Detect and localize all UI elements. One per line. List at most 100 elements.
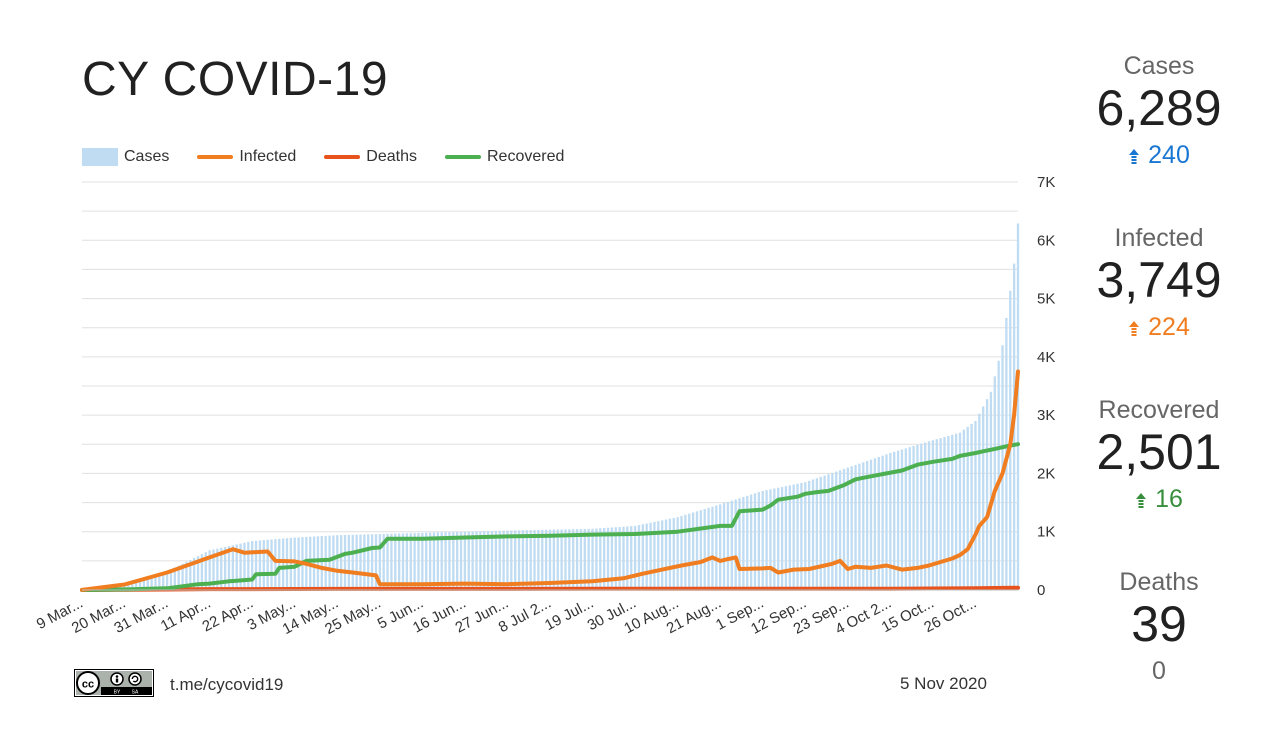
- cases-bar: [281, 538, 285, 590]
- cases-bar: [970, 423, 973, 590]
- cc-license-badge[interactable]: cc BY SA: [74, 669, 154, 697]
- cases-bar: [533, 529, 536, 590]
- cases-bar: [896, 450, 900, 590]
- cases-bar: [757, 492, 761, 590]
- cases-bar: [993, 376, 996, 590]
- arrow-up-icon: [1128, 148, 1140, 164]
- cases-bar: [169, 569, 173, 590]
- cases-bar: [162, 572, 165, 590]
- cases-bar: [865, 460, 869, 590]
- cases-bar: [138, 579, 142, 590]
- cases-bar: [777, 487, 780, 590]
- y-tick-label: 6K: [1037, 232, 1055, 249]
- cases-bar: [258, 540, 262, 590]
- legend-label-infected: Infected: [239, 148, 297, 165]
- cases-bar: [804, 482, 807, 590]
- cases-bar: [185, 561, 188, 590]
- cases-bar: [150, 576, 153, 590]
- cases-bar: [386, 533, 389, 590]
- cases-bar: [262, 540, 265, 590]
- cases-bar: [633, 525, 637, 590]
- cases-bar: [842, 468, 846, 590]
- cases-bar: [726, 501, 730, 590]
- legend-swatch-recovered: [445, 155, 481, 159]
- cases-bar: [838, 470, 842, 590]
- cases-bar: [920, 443, 923, 590]
- cases-bar: [792, 484, 795, 590]
- cases-bar: [154, 574, 157, 590]
- cases-bar: [339, 535, 343, 590]
- cases-bar: [251, 541, 254, 590]
- cases-bar: [599, 528, 602, 590]
- cases-bar: [266, 539, 269, 590]
- cases-bar: [800, 482, 803, 590]
- cases-bar: [328, 535, 331, 590]
- cases-bar: [131, 582, 134, 590]
- cases-bar: [239, 543, 242, 590]
- cases-bar: [769, 489, 772, 590]
- cases-bar: [668, 518, 672, 590]
- cases-bar: [177, 565, 180, 590]
- cases-bar: [831, 472, 834, 590]
- cases-bar: [614, 527, 617, 590]
- cases-bar: [924, 442, 927, 590]
- cases-bar: [684, 514, 687, 590]
- cases-bar: [819, 476, 822, 590]
- cases-bar: [606, 527, 610, 590]
- cases-bar: [347, 534, 351, 590]
- cases-bar: [761, 490, 764, 590]
- stat-deaths-label: Deaths: [1119, 568, 1199, 596]
- cases-bar: [189, 559, 192, 590]
- cases-bar: [854, 464, 857, 590]
- cases-bar: [568, 529, 571, 590]
- cases-bar: [432, 532, 436, 590]
- cases-bar: [502, 530, 505, 590]
- cases-bar: [227, 546, 231, 590]
- legend-item-cases: Cases: [82, 148, 169, 166]
- cases-bar: [1016, 223, 1020, 590]
- cases-bar: [486, 531, 490, 590]
- channel-link[interactable]: t.me/cycovid19: [170, 675, 284, 694]
- stat-deaths: Deaths 39 0: [1080, 568, 1238, 686]
- cases-bar: [529, 530, 532, 590]
- cases-bar: [575, 529, 579, 590]
- cases-bar: [494, 530, 498, 590]
- legend-item-infected: Infected: [197, 148, 296, 166]
- cases-bar: [869, 459, 873, 590]
- arrow-up-icon: [1128, 320, 1140, 336]
- cases-bar: [452, 532, 455, 590]
- stat-deaths-delta-value: 0: [1152, 657, 1166, 685]
- cases-bar: [749, 494, 753, 590]
- cases-bar: [278, 538, 281, 590]
- cases-bar: [649, 522, 652, 590]
- cases-bar: [231, 545, 235, 590]
- cases-bar: [448, 532, 451, 590]
- cases-bar: [517, 530, 521, 590]
- stat-infected: Infected 3,749 224: [1080, 224, 1238, 342]
- cases-bar: [146, 577, 149, 590]
- cases-bar: [254, 540, 258, 590]
- svg-text:cc: cc: [82, 679, 94, 691]
- cases-bar: [506, 530, 509, 590]
- legend-swatch-deaths: [324, 155, 361, 159]
- cases-bar: [173, 567, 176, 590]
- cases-bar: [742, 497, 745, 590]
- cases-bar: [985, 399, 989, 590]
- legend-label-deaths: Deaths: [366, 148, 417, 165]
- stat-infected-delta-value: 224: [1148, 313, 1190, 341]
- cases-bar: [912, 446, 915, 590]
- cases-bar: [622, 526, 625, 590]
- cases-bar: [165, 571, 169, 590]
- cases-bar: [730, 500, 733, 590]
- cases-bar: [997, 360, 1000, 590]
- y-tick-label: 5K: [1037, 291, 1055, 308]
- cases-bar: [498, 530, 501, 590]
- cases-bar: [196, 556, 200, 590]
- cases-bar: [181, 563, 184, 590]
- cases-bar: [715, 505, 718, 590]
- cases-bar: [274, 539, 277, 590]
- cases-bar: [591, 528, 594, 590]
- cases-bar: [889, 453, 892, 590]
- cases-bar: [780, 486, 784, 590]
- cases-bar: [483, 531, 486, 590]
